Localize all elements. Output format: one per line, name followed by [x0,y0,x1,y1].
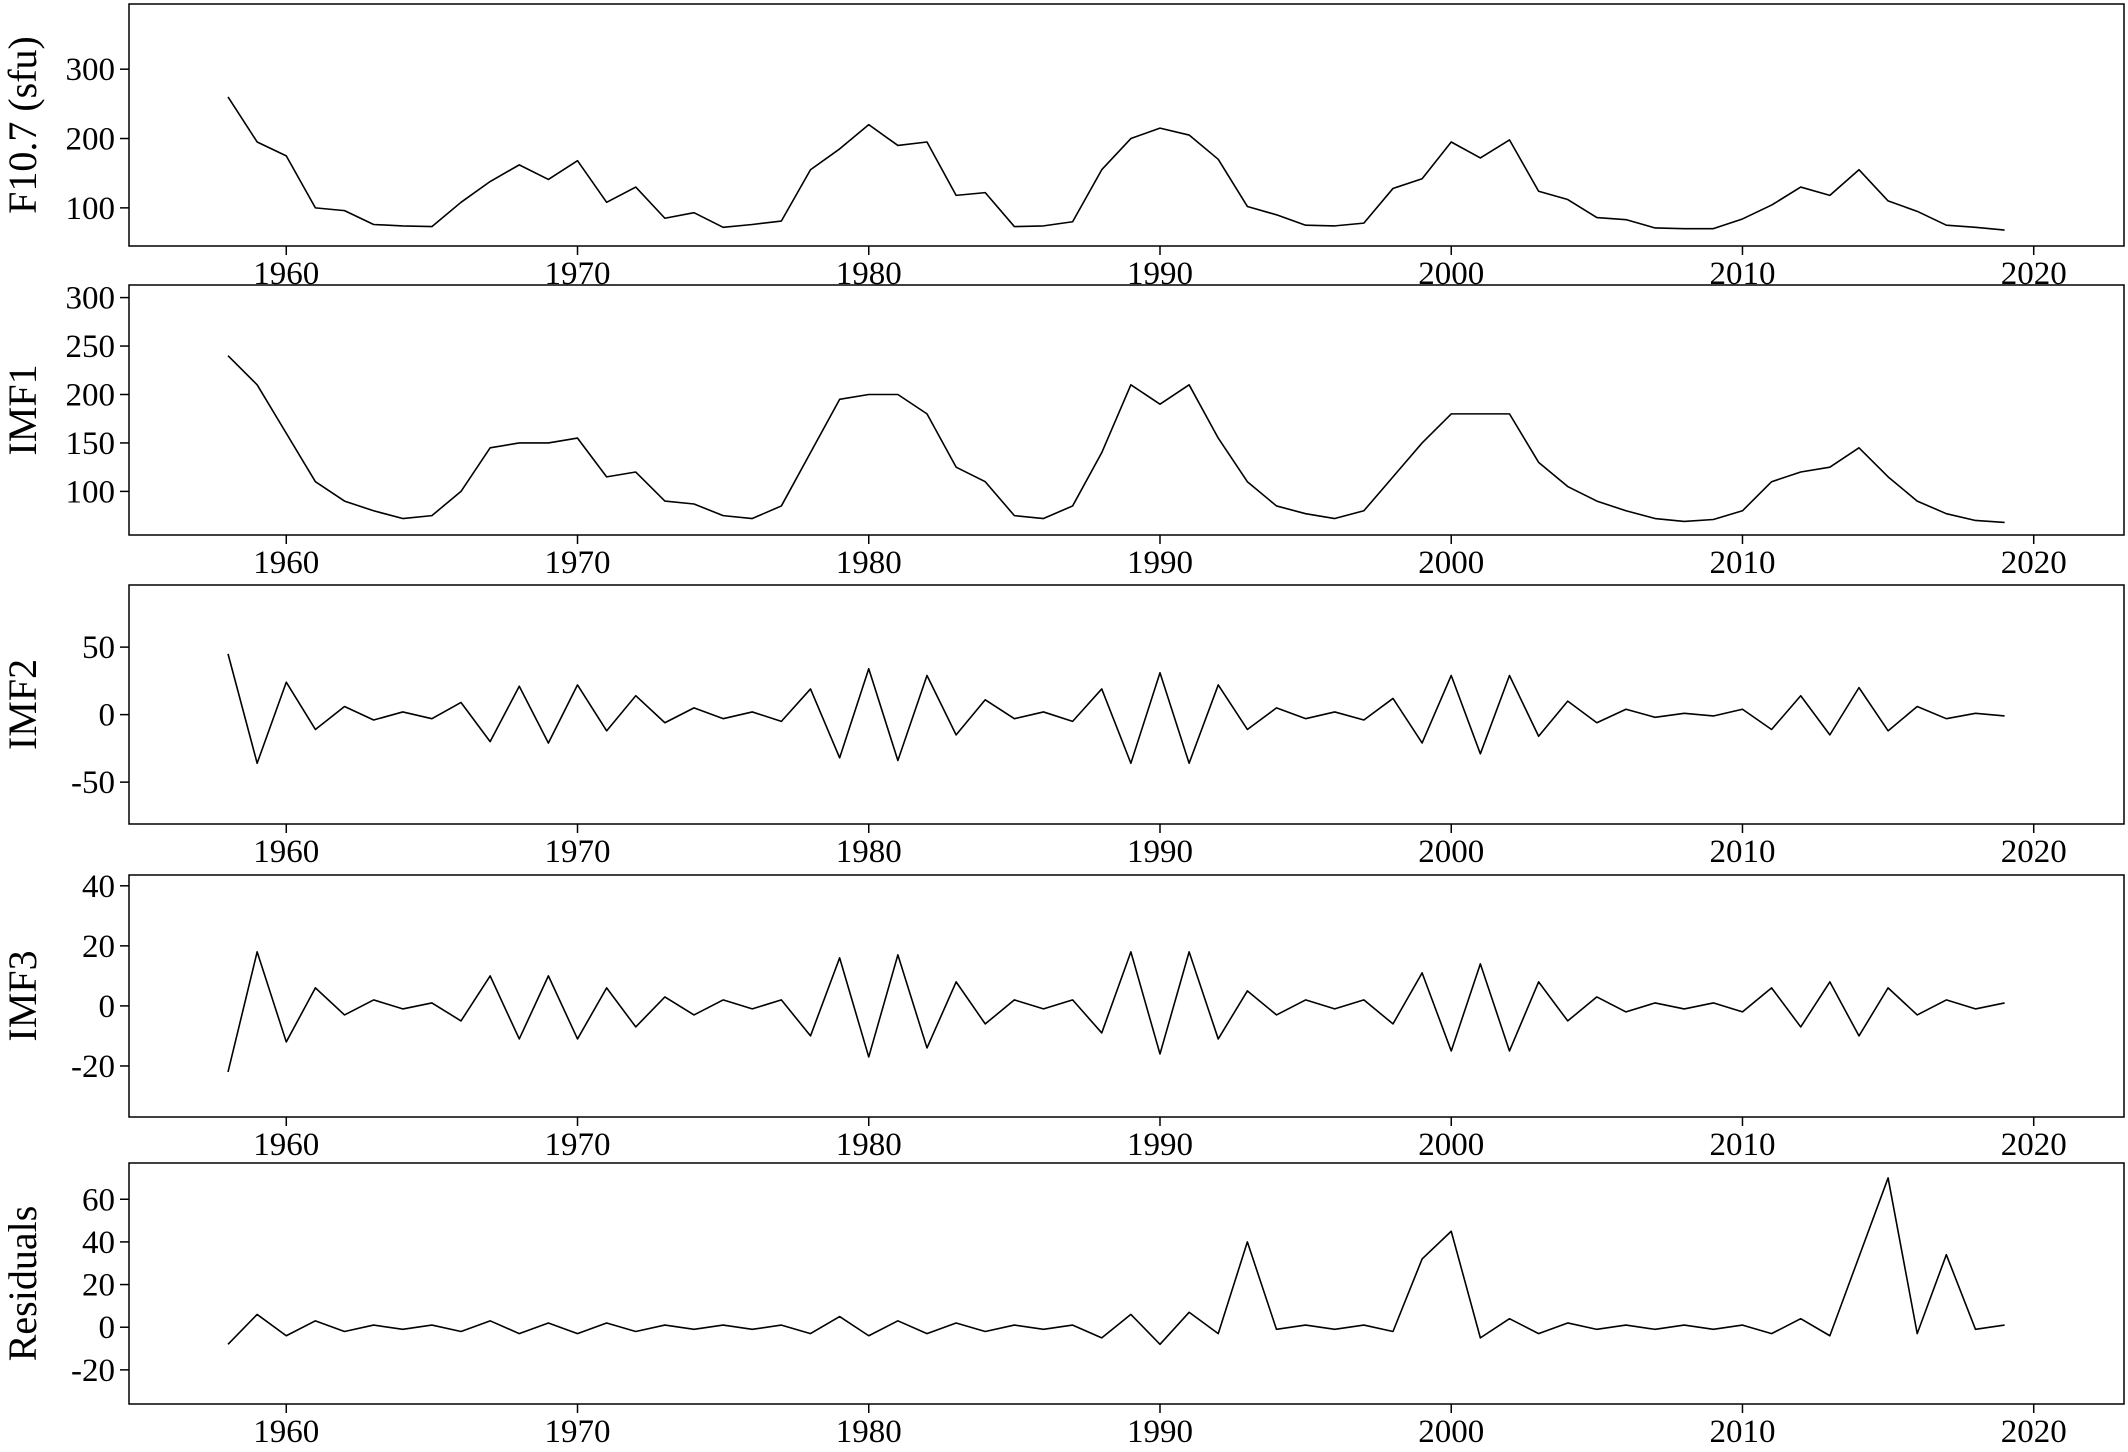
x-tick-label: 1970 [545,256,611,292]
x-tick-label: 2010 [1709,834,1775,870]
y-tick-label: 100 [66,191,116,227]
data-line [227,653,2005,765]
y-axis-label: IMF3 [0,950,45,1041]
x-tick-label: 1960 [253,256,319,292]
plot-frame [128,584,2125,825]
y-tick-label: 0 [99,1310,116,1346]
x-tick-label: 1960 [253,1127,319,1163]
y-tick-label: 20 [82,1268,115,1304]
x-tick-label: 1980 [836,256,902,292]
y-tick-label: 200 [66,377,116,413]
x-tick-label: 1960 [253,1414,319,1450]
x-tick-label: 2000 [1418,834,1484,870]
y-tick-label: -20 [71,1049,115,1085]
data-line [227,1177,2005,1346]
x-tick-label: 1990 [1127,1414,1193,1450]
x-tick-label: 1990 [1127,256,1193,292]
x-tick-label: 1990 [1127,1127,1193,1163]
x-tick-label: 1990 [1127,545,1193,581]
y-tick-label: -20 [71,1353,115,1389]
x-tick-label: 1970 [545,1414,611,1450]
data-line [227,96,2005,231]
x-tick-label: 2000 [1418,545,1484,581]
x-tick-label: 2010 [1709,256,1775,292]
x-tick-label: 1990 [1127,834,1193,870]
x-tick-label: 2010 [1709,1414,1775,1450]
y-tick-label: 300 [66,52,116,88]
x-tick-label: 1970 [545,1127,611,1163]
x-tick-label: 2020 [2001,545,2067,581]
x-tick-label: 2020 [2001,834,2067,870]
y-tick-label: 0 [99,989,116,1025]
y-tick-label: 300 [66,281,116,317]
x-tick-label: 2010 [1709,1127,1775,1163]
x-tick-label: 2010 [1709,545,1775,581]
y-axis-label: F10.7 (sfu) [0,36,45,214]
data-line [227,355,2005,524]
y-tick-label: 50 [82,630,115,666]
x-tick-label: 1980 [836,1414,902,1450]
y-tick-label: 0 [99,698,116,734]
x-tick-label: 2020 [2001,256,2067,292]
y-tick-label: -50 [71,765,115,801]
x-tick-label: 1960 [253,545,319,581]
x-tick-label: 1980 [836,834,902,870]
plot-frame [128,874,2125,1118]
y-tick-label: 60 [82,1182,115,1218]
plot-frame [128,1162,2125,1405]
y-tick-label: 20 [82,929,115,965]
x-tick-label: 2020 [2001,1414,2067,1450]
x-tick-label: 2000 [1418,1414,1484,1450]
plot-frame [128,3,2125,247]
y-tick-label: 150 [66,426,116,462]
data-line [227,951,2005,1073]
y-axis-label: Residuals [0,1206,45,1362]
x-tick-label: 1970 [545,545,611,581]
y-axis-label: IMF1 [0,364,45,455]
x-tick-label: 1980 [836,1127,902,1163]
y-tick-label: 200 [66,122,116,158]
x-tick-label: 2020 [2001,1127,2067,1163]
y-axis-label: IMF2 [0,659,45,750]
x-tick-label: 2000 [1418,1127,1484,1163]
y-tick-label: 250 [66,329,116,365]
plot-frame [128,284,2125,536]
x-tick-label: 1980 [836,545,902,581]
y-tick-label: 40 [82,869,115,905]
x-tick-label: 1970 [545,834,611,870]
y-tick-label: 100 [66,474,116,510]
x-tick-label: 2000 [1418,256,1484,292]
y-tick-label: 40 [82,1225,115,1261]
x-tick-label: 1960 [253,834,319,870]
